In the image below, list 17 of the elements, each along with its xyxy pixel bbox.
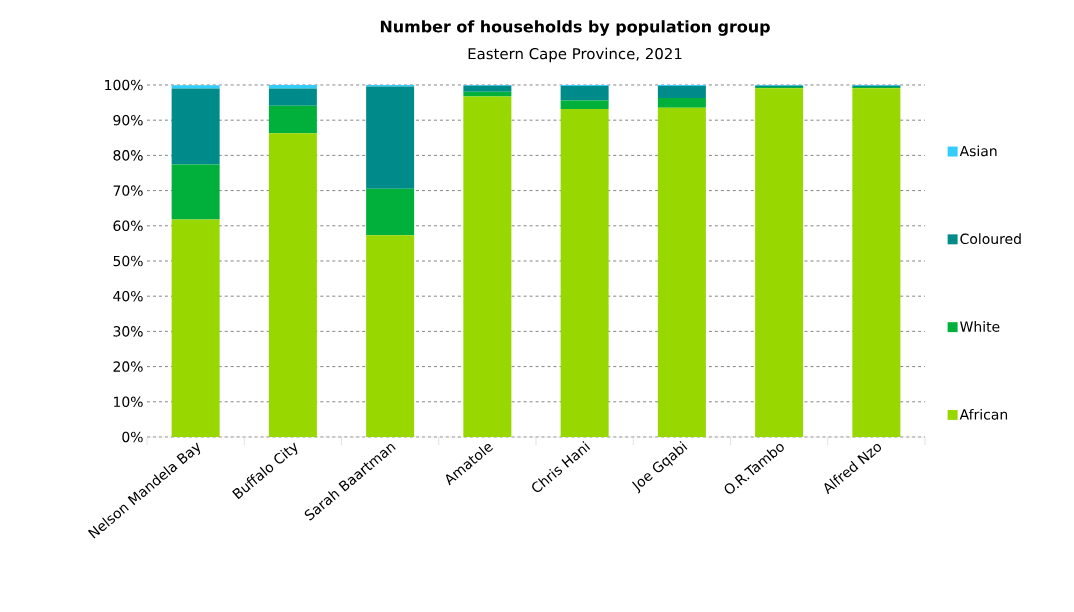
- y-tick-label: 0%: [122, 431, 143, 443]
- y-tick-label: 100%: [105, 79, 143, 91]
- chart-subtitle: Eastern Cape Province, 2021: [468, 47, 682, 63]
- y-tick-label: 80%: [113, 150, 143, 161]
- legend-label: Coloured: [960, 233, 1021, 245]
- legend-label: White: [960, 321, 1000, 332]
- legend-label: African: [959, 408, 1008, 420]
- legend-label: Asian: [959, 145, 997, 157]
- y-tick-label: 20%: [113, 361, 143, 372]
- y-tick-label: 60%: [113, 220, 143, 232]
- y-tick-label: 30%: [113, 326, 143, 337]
- chart-title: Number of households by population group: [380, 20, 770, 36]
- y-tick-label: 50%: [113, 255, 143, 267]
- y-tick-label: 70%: [113, 185, 143, 196]
- y-tick-label: 40%: [113, 290, 143, 302]
- y-tick-label: 90%: [113, 114, 143, 126]
- y-tick-label: 10%: [114, 396, 143, 408]
